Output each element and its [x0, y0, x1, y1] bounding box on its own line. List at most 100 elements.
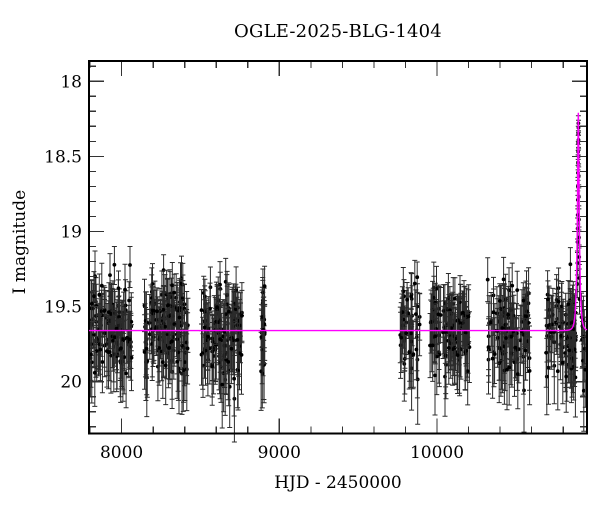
data-point: [151, 308, 156, 313]
data-point: [147, 332, 152, 337]
data-point: [142, 350, 147, 354]
data-point: [114, 326, 119, 331]
data-point: [92, 294, 96, 299]
data-point: [460, 321, 465, 325]
data-point: [409, 294, 413, 299]
data-point: [218, 282, 222, 287]
data-point: [525, 309, 529, 314]
data-point: [123, 287, 127, 292]
data-point: [172, 290, 177, 295]
data-point: [105, 349, 109, 353]
data-point: [155, 309, 159, 314]
data-point: [464, 349, 469, 353]
data-point: [564, 374, 569, 379]
data-point: [89, 352, 93, 357]
data-point: [461, 310, 465, 315]
data-point: [210, 364, 215, 369]
data-point: [522, 388, 526, 393]
data-point: [455, 353, 460, 357]
data-point: [466, 314, 471, 319]
data-point: [507, 365, 512, 370]
data-point: [262, 284, 267, 289]
model-curve: [88, 112, 588, 332]
data-point: [490, 356, 495, 361]
data-point: [567, 348, 572, 353]
data-point: [465, 369, 470, 373]
data-point: [510, 283, 515, 288]
data-point: [503, 322, 508, 327]
data-point: [144, 346, 149, 351]
data-point: [489, 320, 493, 325]
y-tick-label: 19: [60, 223, 82, 243]
data-point: [166, 303, 171, 307]
data-point: [566, 302, 571, 306]
data-point: [99, 283, 104, 288]
data-point: [485, 277, 490, 282]
data-point: [453, 296, 457, 301]
data-point: [97, 292, 102, 297]
data-point: [527, 369, 532, 373]
data-point: [559, 304, 564, 309]
x-tick-label: 9000: [258, 443, 301, 463]
data-point: [107, 350, 112, 354]
data-point: [560, 360, 565, 365]
data-point: [97, 342, 102, 347]
data-point: [127, 337, 132, 342]
y-tick-label: 19.5: [44, 298, 82, 318]
data-point: [513, 345, 518, 350]
plot-title: OGLE-2025-BLG-1404: [234, 21, 442, 42]
data-point: [92, 370, 97, 375]
data-point: [170, 283, 175, 288]
data-point: [200, 351, 205, 356]
plot-frame: [88, 60, 588, 435]
data-point: [556, 299, 561, 304]
data-point: [504, 336, 508, 340]
data-point: [215, 305, 220, 309]
data-point: [229, 346, 234, 351]
data-point: [108, 273, 112, 277]
data-point: [523, 348, 528, 353]
data-point: [102, 309, 106, 313]
data-point: [521, 298, 526, 303]
data-point: [411, 352, 416, 357]
data-point: [486, 345, 491, 350]
data-point: [492, 352, 497, 356]
x-axis-label: HJD - 2450000: [274, 473, 402, 493]
data-point: [434, 354, 439, 359]
data-point: [112, 262, 117, 267]
y-tick-label: 20: [60, 373, 82, 393]
data-point: [515, 372, 520, 376]
data-point: [163, 363, 168, 368]
data-point: [180, 343, 184, 348]
data-point: [433, 334, 438, 339]
data-point: [175, 359, 180, 364]
data-point: [235, 338, 240, 342]
data-point: [107, 310, 111, 315]
data-point: [163, 324, 167, 329]
data-point: [183, 360, 187, 364]
data-point: [100, 360, 105, 364]
data-point: [124, 371, 128, 376]
data-point: [127, 298, 131, 303]
data-points-layer: [88, 115, 588, 443]
data-point: [414, 312, 418, 316]
data-point: [417, 322, 422, 327]
data-point: [218, 337, 223, 342]
data-point: [526, 321, 531, 325]
data-point: [157, 346, 162, 350]
data-point: [544, 350, 549, 355]
data-point: [161, 307, 166, 312]
data-point: [463, 330, 468, 335]
data-point: [233, 307, 238, 311]
data-point: [111, 338, 115, 343]
data-point: [170, 339, 174, 344]
data-point: [185, 346, 190, 351]
data-point: [143, 318, 148, 323]
data-point: [98, 347, 103, 352]
data-point: [160, 360, 165, 364]
data-point: [407, 350, 412, 355]
data-point: [202, 325, 207, 330]
axis-ticks: [89, 61, 587, 434]
data-point: [150, 282, 155, 286]
